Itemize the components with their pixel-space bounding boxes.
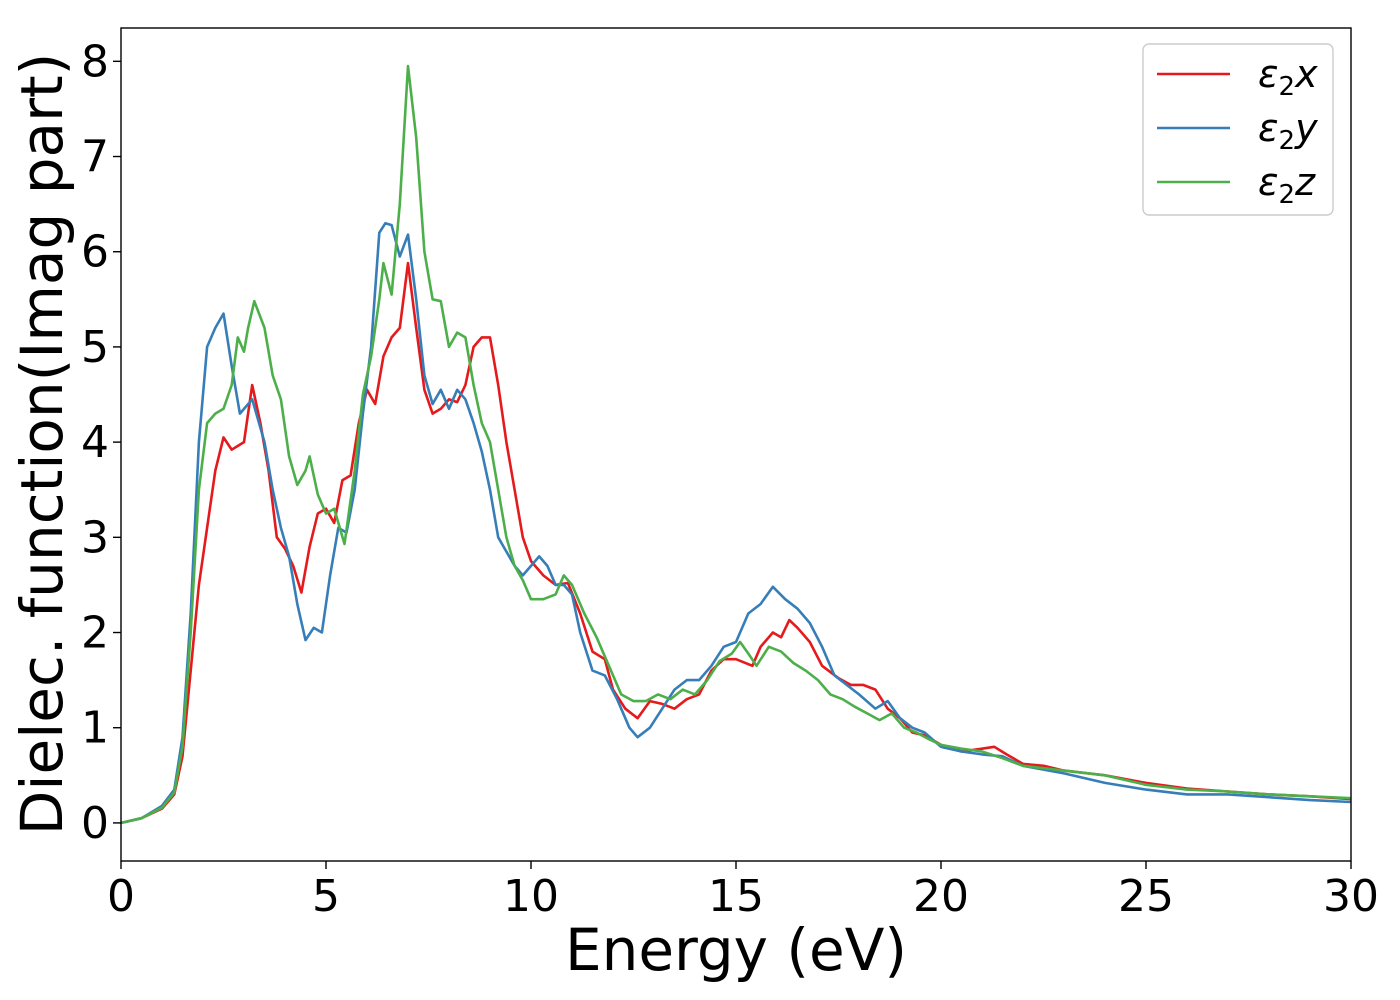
x-tick-label: 25 xyxy=(1118,871,1174,922)
y-tick-label: 5 xyxy=(81,322,109,373)
x-tick-label: 15 xyxy=(708,871,764,922)
legend-label-x: ε2x xyxy=(1258,52,1318,102)
y-tick-label: 2 xyxy=(81,608,109,659)
y-tick-label: 1 xyxy=(81,703,109,754)
y-tick-label: 6 xyxy=(81,227,109,278)
series-line-y xyxy=(121,221,1351,825)
x-tick-label: 0 xyxy=(107,871,135,922)
x-tick-label: 10 xyxy=(503,871,559,922)
y-tick-label: 3 xyxy=(81,512,109,563)
series-line-z xyxy=(121,64,1351,825)
y-axis: 0 1 2 3 4 5 6 7 8 xyxy=(81,36,121,849)
y-tick-label: 0 xyxy=(81,798,109,849)
y-tick-label: 4 xyxy=(81,417,109,468)
series-layer xyxy=(121,64,1351,825)
x-tick-label: 5 xyxy=(312,871,340,922)
legend-label-y: ε2y xyxy=(1258,106,1318,156)
series-line-x xyxy=(121,261,1351,825)
legend-box xyxy=(1142,43,1334,216)
y-tick-label: 7 xyxy=(81,132,109,183)
x-tick-label: 30 xyxy=(1323,871,1379,922)
y-tick-label: 8 xyxy=(81,36,109,87)
y-axis-label: Dielec. function(Imag part) xyxy=(8,53,76,836)
x-axis: 0 5 10 15 20 25 30 xyxy=(107,861,1379,922)
x-axis-label: Energy (eV) xyxy=(565,916,907,984)
legend-label-z: ε2z xyxy=(1258,160,1316,210)
x-tick-label: 20 xyxy=(913,871,969,922)
